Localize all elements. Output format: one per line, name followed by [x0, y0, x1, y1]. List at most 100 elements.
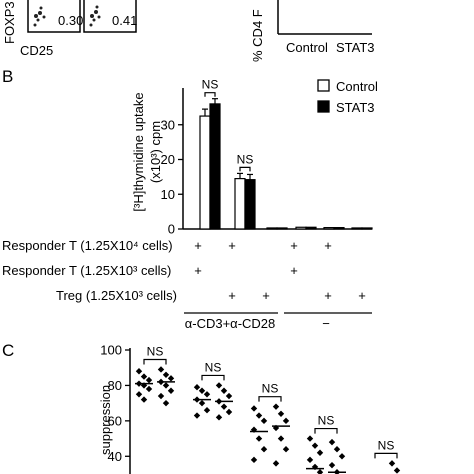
plus-mark: +: [228, 238, 236, 253]
legend-label-stat3: STAT3: [336, 100, 375, 115]
flow-plot-control: [27, 0, 81, 33]
dot-control: [255, 435, 263, 442]
legend-swatch-stat3: [317, 100, 330, 113]
bar-control: [234, 178, 246, 230]
dot-control: [260, 417, 268, 425]
dot-control: [316, 469, 324, 474]
dot-stat3: [282, 417, 290, 425]
dot-control: [193, 384, 201, 391]
bar-stat3: [244, 179, 256, 230]
dot-stat3: [220, 387, 228, 394]
dot-control: [306, 435, 314, 442]
chart-ylabel-suppression: suppression: [98, 385, 113, 455]
dot-control: [203, 391, 211, 398]
panel-c-letter: C: [2, 341, 14, 360]
ns-label: NS: [262, 382, 279, 396]
flow-value-stat3: 0.41: [112, 13, 137, 28]
row-label-responder-high: Responder T (1.25X10⁴ cells): [2, 238, 173, 253]
chart-ylabel-line-2: (x10³) cpm: [148, 121, 163, 183]
dot-control: [145, 376, 153, 384]
dot-stat3: [328, 438, 336, 446]
flow-plot-stat3: [83, 0, 137, 33]
bar-category-control: Control: [286, 40, 328, 55]
ns-bracket: [201, 374, 225, 381]
plus-mark: +: [290, 263, 298, 278]
dot-stat3: [388, 460, 396, 467]
y-tick-label: 80: [108, 378, 122, 393]
dot-stat3: [225, 392, 233, 400]
dot-stat3: [272, 403, 280, 410]
dot-control: [198, 399, 206, 407]
ns-bracket: [204, 92, 216, 97]
plus-mark: +: [290, 238, 298, 253]
ns-bracket: [314, 427, 338, 434]
bar-control: [323, 227, 335, 230]
bar-category-stat3: STAT3: [336, 40, 375, 55]
dot-control: [311, 442, 319, 449]
dot-stat3: [157, 392, 165, 400]
dot-stat3: [167, 387, 175, 394]
bar-control: [199, 115, 211, 230]
dot-control: [135, 368, 143, 375]
ns-label: NS: [147, 344, 164, 358]
dot-control: [198, 387, 206, 394]
dot-stat3: [225, 408, 233, 416]
ns-label: NS: [378, 438, 395, 452]
dot-stat3: [272, 460, 280, 467]
flow-value-control: 0.30: [58, 13, 83, 28]
dot-stat3: [162, 399, 170, 407]
dot-control: [260, 446, 268, 453]
dot-stat3: [393, 467, 401, 474]
dot-stat3: [167, 375, 175, 382]
y-tick-label: 30: [161, 117, 175, 132]
y-tick-label: 100: [100, 343, 122, 358]
dot-control: [140, 373, 148, 380]
y-tick-label: 0: [168, 222, 175, 237]
bar-control: [351, 227, 363, 230]
bar-stat3: [333, 227, 345, 230]
thymidine-bar-chart: [³H]thymidine uptake (x10³) cpm Control …: [131, 78, 378, 237]
plus-mark: +: [324, 288, 332, 303]
row-label-treg: Treg (1.25X10³ cells): [56, 288, 177, 303]
ns-label: NS: [205, 360, 222, 374]
bar-stat3: [276, 227, 288, 230]
panel-a: 0.30 0.41 FOXP3 CD25 % CD4 F Control STA…: [2, 0, 375, 62]
y-tick-label: 20: [161, 152, 175, 167]
dot-control: [316, 449, 324, 456]
ns-bracket: [239, 166, 251, 172]
stim-label-none: −: [322, 316, 330, 331]
dot-stat3: [277, 410, 285, 417]
dot-stat3: [215, 414, 223, 421]
ns-label: NS: [318, 414, 335, 428]
dot-control: [193, 412, 201, 419]
dot-stat3: [220, 403, 228, 410]
dot-control: [145, 385, 153, 393]
flow-ylabel: FOXP3: [2, 1, 17, 44]
bar-ylabel: % CD4 F: [250, 9, 265, 62]
bar-control: [295, 226, 307, 230]
row-label-responder-low: Responder T (1.25X10³ cells): [2, 263, 171, 278]
dot-stat3: [338, 453, 346, 460]
bar-stat3: [361, 227, 373, 230]
condition-table: Responder T (1.25X10⁴ cells) Responder T…: [2, 238, 372, 331]
dot-stat3: [215, 382, 223, 389]
plus-mark: +: [324, 238, 332, 253]
ns-bracket: [143, 358, 167, 365]
dot-control: [255, 412, 263, 419]
ns-label: NS: [237, 152, 254, 166]
dot-control: [250, 456, 258, 464]
ns-bracket: [258, 396, 282, 402]
dot-stat3: [328, 461, 336, 469]
suppression-dot-plot: suppression 40 60 80 100 NS NS NS NS NS: [98, 343, 401, 474]
ns-label: NS: [202, 78, 219, 92]
dot-stat3: [277, 435, 285, 442]
dot-control: [250, 405, 258, 412]
y-tick-label: 60: [108, 413, 122, 428]
legend-label-control: Control: [336, 79, 378, 94]
plus-mark: +: [358, 288, 366, 303]
dot-control: [306, 456, 314, 464]
bar-stat3: [305, 226, 317, 230]
y-tick-label: 40: [108, 449, 122, 464]
plus-mark: +: [228, 288, 236, 303]
plus-mark: +: [194, 263, 202, 278]
